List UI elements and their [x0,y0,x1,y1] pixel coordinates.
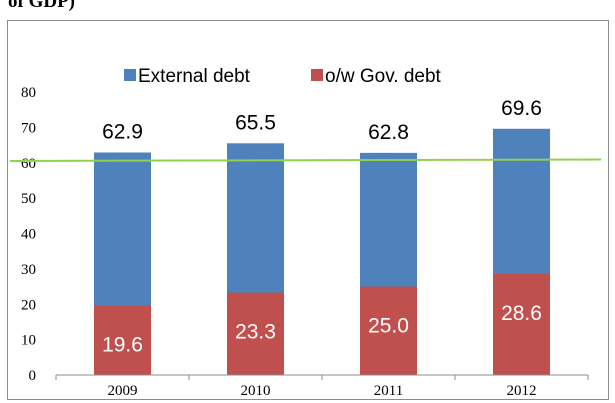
y-tick-label: 80 [21,85,36,101]
data-label-external-debt: 65.5 [235,111,276,134]
y-tick-label: 30 [21,262,36,278]
y-tick-label: 70 [21,120,36,136]
data-label-gov-debt: 19.6 [102,334,143,357]
data-label-external-debt: 69.6 [501,97,542,120]
data-label-external-debt: 62.9 [102,120,143,143]
y-tick-label: 60 [21,156,36,172]
y-tick-label: 10 [21,333,36,349]
y-tick-label: 20 [21,297,36,313]
data-label-gov-debt: 28.6 [501,302,542,325]
legend-item-external-debt-swatch [124,69,136,81]
y-tick-label: 50 [21,191,36,207]
legend: External debt o/w Gov. debt [124,66,442,87]
x-tick-label: 2011 [374,383,403,399]
bar-gov-debt [360,286,417,375]
bar-gov-debt [493,273,550,375]
data-label-gov-debt: 23.3 [235,321,276,344]
threshold-line [9,158,602,162]
data-label-external-debt: 62.8 [368,121,409,144]
bar-gov-debt [94,305,151,375]
x-axis: 2009 2010 2011 2012 [55,374,589,399]
y-tick-label: 0 [29,368,37,384]
chart-title-fragment: of GDP) [8,0,76,12]
y-axis: 0 10 20 30 40 50 60 70 80 [21,85,36,384]
bar-gov-debt [227,292,284,375]
x-tick-label: 2012 [507,383,537,399]
x-tick-label: 2009 [108,383,138,399]
data-label-gov-debt: 25.0 [368,315,409,338]
reference-line-group [9,158,602,162]
x-tick-label: 2010 [241,383,271,399]
y-tick-label: 40 [21,227,36,243]
legend-item-external-debt-label: External debt [138,66,251,87]
legend-item-gov-debt-label: o/w Gov. debt [325,66,442,87]
data-labels: 62.9 19.6 65.5 23.3 62.8 25.0 69.6 28.6 [102,97,542,357]
legend-item-gov-debt-swatch [311,69,323,81]
bars [94,128,550,375]
